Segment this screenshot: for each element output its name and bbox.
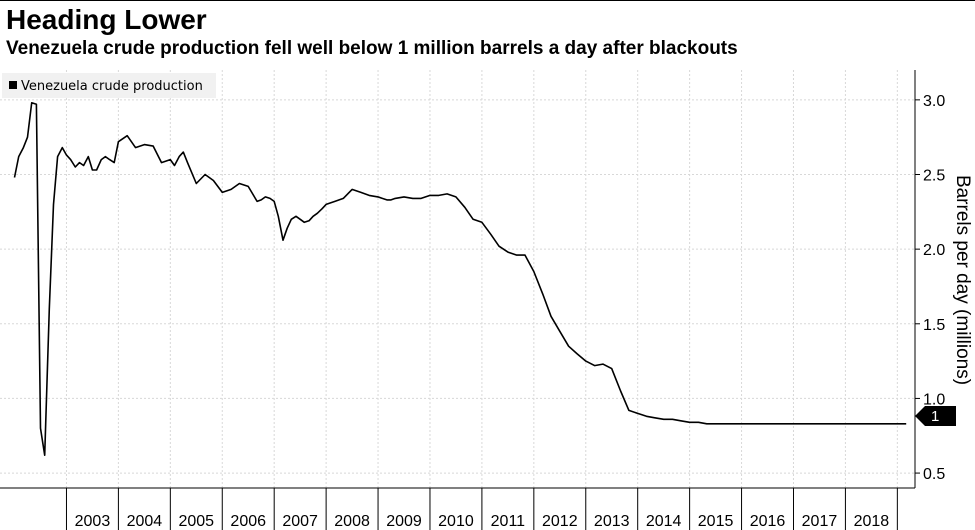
chart-title: Heading Lower [6,4,207,35]
x-tick-label: 2011 [491,513,526,530]
last-value-flag [915,406,956,426]
top-rule [0,0,975,1]
legend: Venezuela crude production [2,73,216,98]
series-line-venezuela-crude-production [13,102,907,456]
x-tick-label: 2005 [178,513,214,530]
y-tick-label: 3.0 [923,93,945,110]
last-value-marker: 1 [915,406,956,426]
x-tick-label: 2014 [646,513,682,530]
legend-label: Venezuela crude production [21,79,203,94]
y-tick-label: 1.5 [923,317,945,334]
y-tick-label: 1.0 [923,391,945,408]
x-tick-label: 2004 [127,513,163,530]
x-tick-label: 2012 [542,513,578,530]
x-tick-label: 2013 [594,513,630,530]
legend-marker [9,81,17,89]
grid-layer [0,70,915,488]
x-tick-label: 2015 [698,513,734,530]
legend-background [2,73,216,98]
x-tick-label: 2016 [750,513,786,530]
y-tick-label: 2.0 [923,242,945,259]
y-tick-label: 0.5 [923,466,945,483]
y-axis-label: Barrels per day (millions) [952,175,973,385]
x-tick-label: 2010 [438,513,474,530]
chart-subtitle: Venezuela crude production fell well bel… [6,38,738,59]
axis-layer: 0.5 1.0 1.5 2.0 2.5 3.0 2003 2004 2005 2006 2007 20… [0,70,945,530]
x-tick-label: 2006 [230,513,266,530]
x-tick-label: 2008 [334,513,370,530]
last-value-label: 1 [931,408,939,425]
x-tick-label: 2017 [802,513,838,530]
x-tick-label: 2003 [75,513,111,530]
x-tick-label: 2009 [386,513,422,530]
y-tick-label: 2.5 [923,168,945,185]
x-tick-label: 2007 [282,513,318,530]
x-tick-label: 2018 [854,513,890,530]
series-layer [13,102,907,456]
